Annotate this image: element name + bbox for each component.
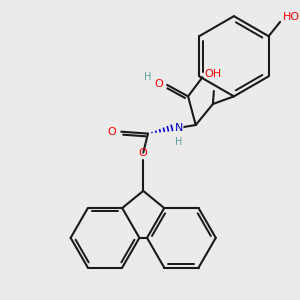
Text: HO: HO xyxy=(283,12,300,22)
Text: H: H xyxy=(144,72,152,82)
Text: O: O xyxy=(139,148,148,158)
Text: O: O xyxy=(154,79,163,89)
Text: N: N xyxy=(175,123,183,133)
Text: OH: OH xyxy=(204,69,221,80)
Text: H: H xyxy=(175,137,182,147)
Text: O: O xyxy=(108,127,116,137)
